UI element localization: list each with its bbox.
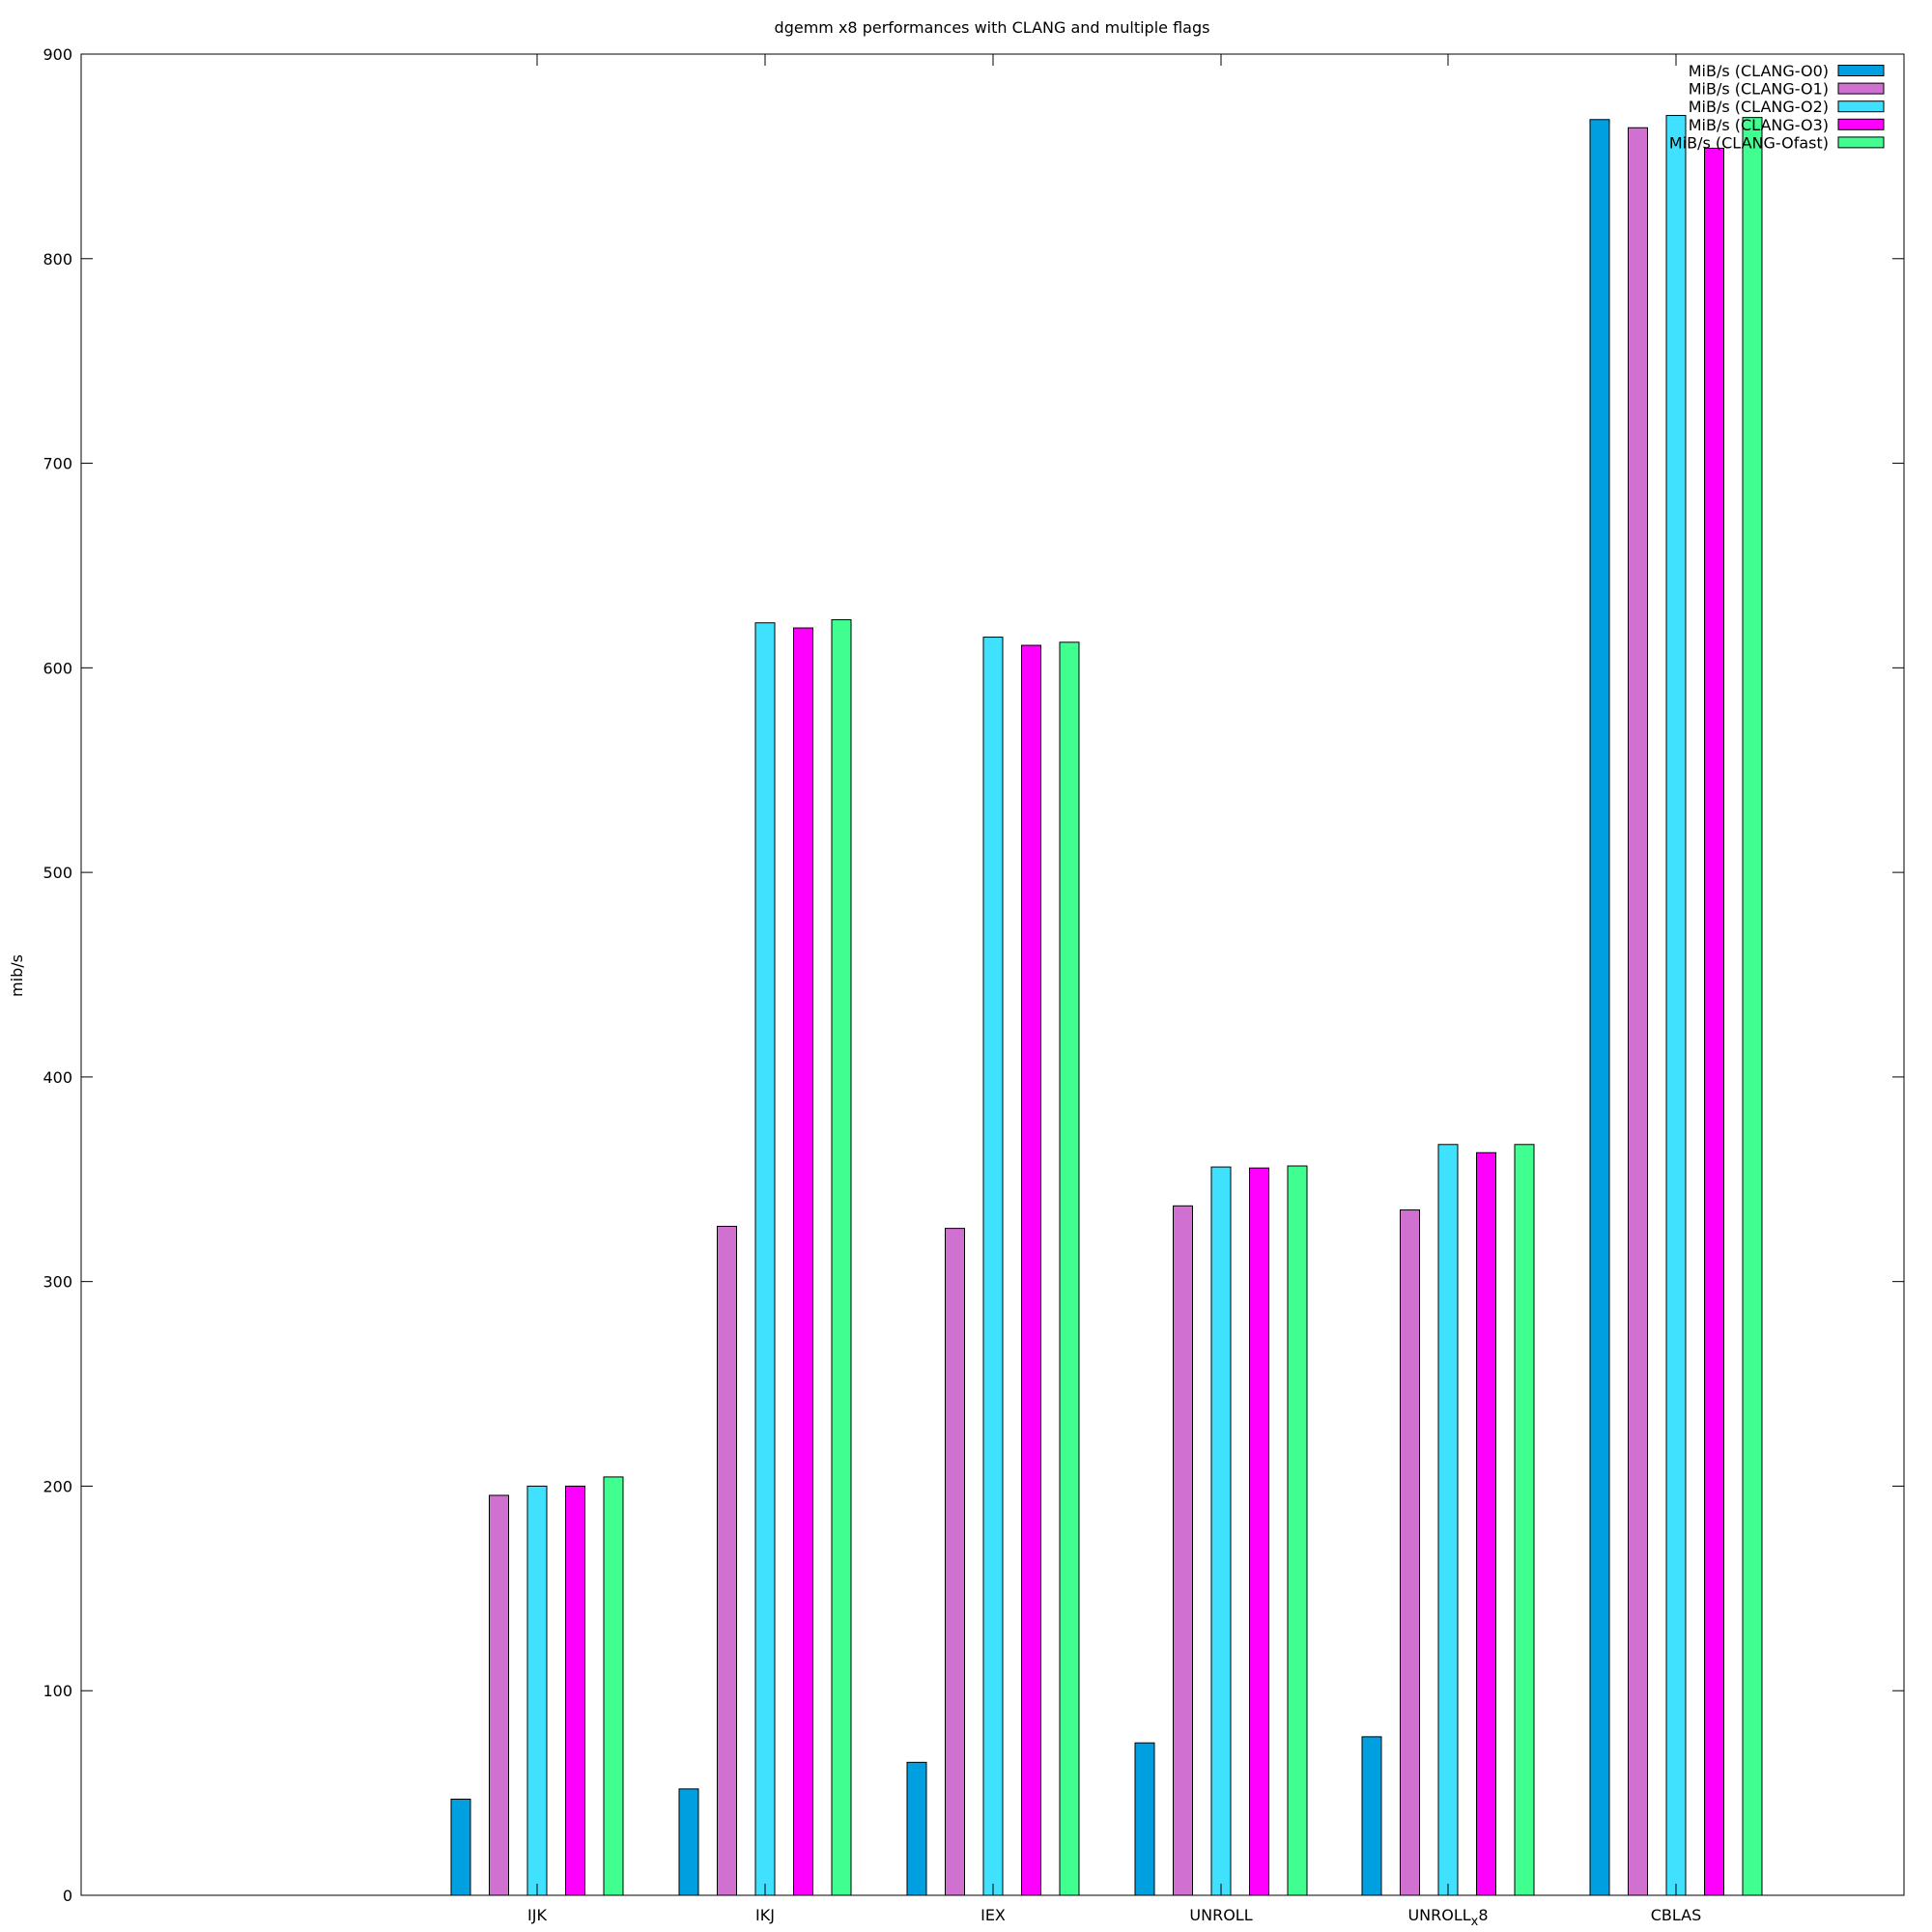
- bar: [1742, 117, 1763, 1896]
- y-axis-label: mib/s: [8, 954, 26, 997]
- y-tick-label: 500: [43, 864, 72, 882]
- bar: [906, 1761, 927, 1896]
- bar: [1476, 1151, 1496, 1896]
- y-tick-label: 600: [43, 659, 72, 677]
- y-tick-label: 0: [63, 1887, 72, 1905]
- bar: [717, 1225, 737, 1896]
- bar: [1361, 1736, 1382, 1896]
- x-tick-label: IJK: [527, 1906, 547, 1924]
- legend-label: MiB/s (CLANG-Ofast): [1669, 133, 1829, 152]
- x-tick-label: CBLAS: [1651, 1906, 1702, 1924]
- legend-label: MiB/s (CLANG-O1): [1689, 80, 1829, 99]
- x-tick-label: IKJ: [755, 1906, 775, 1924]
- bar: [754, 622, 776, 1896]
- bar: [1437, 1144, 1459, 1896]
- legend-swatch: [1837, 100, 1885, 113]
- bar: [1134, 1742, 1155, 1896]
- legend-label: MiB/s (CLANG-O2): [1689, 98, 1829, 116]
- bar: [1628, 127, 1648, 1896]
- bar: [982, 637, 1004, 1896]
- legend-swatch: [1837, 118, 1885, 130]
- legend-swatch: [1837, 82, 1885, 95]
- bar: [1173, 1205, 1193, 1896]
- y-tick-label: 800: [43, 250, 72, 269]
- chart-title: dgemm x8 performances with CLANG and mul…: [775, 18, 1210, 37]
- y-tick-label: 900: [43, 45, 72, 64]
- legend-label: MiB/s (CLANG-O0): [1689, 62, 1829, 80]
- bar: [603, 1476, 624, 1896]
- bar: [1249, 1167, 1269, 1896]
- bar: [678, 1788, 699, 1896]
- bar: [1665, 115, 1687, 1896]
- bar: [831, 619, 852, 1896]
- bar: [1287, 1165, 1308, 1896]
- x-tick-label: IEX: [980, 1906, 1006, 1924]
- y-tick-label: 400: [43, 1068, 72, 1087]
- y-tick-label: 700: [43, 455, 72, 473]
- bar: [1059, 641, 1080, 1896]
- bar: [1589, 119, 1610, 1896]
- bar: [1021, 644, 1041, 1896]
- bar: [450, 1798, 471, 1896]
- bar: [565, 1485, 585, 1896]
- legend-swatch: [1837, 136, 1885, 149]
- legend: MiB/s (CLANG-O0)MiB/s (CLANG-O1)MiB/s (C…: [1669, 62, 1885, 152]
- x-tick-label: UNROLL: [1189, 1906, 1252, 1924]
- y-tick-label: 200: [43, 1477, 72, 1495]
- bar: [945, 1228, 965, 1896]
- y-tick-label: 100: [43, 1682, 72, 1700]
- bar: [489, 1494, 509, 1896]
- bar: [793, 627, 813, 1896]
- bar: [526, 1485, 548, 1896]
- bar: [1704, 147, 1724, 1896]
- legend-swatch: [1837, 65, 1885, 76]
- bar: [1400, 1209, 1420, 1896]
- bar: [1210, 1166, 1232, 1896]
- plot-area: 0 100 200 300 400 500 600 700 800 900 IJK IKJ IEX UNR…: [43, 45, 1905, 1929]
- y-tick-label: 300: [43, 1273, 72, 1292]
- bar: [1514, 1144, 1535, 1896]
- x-tick-label: UNROLLx8: [1407, 1906, 1488, 1929]
- legend-label: MiB/s (CLANG-O3): [1689, 116, 1829, 134]
